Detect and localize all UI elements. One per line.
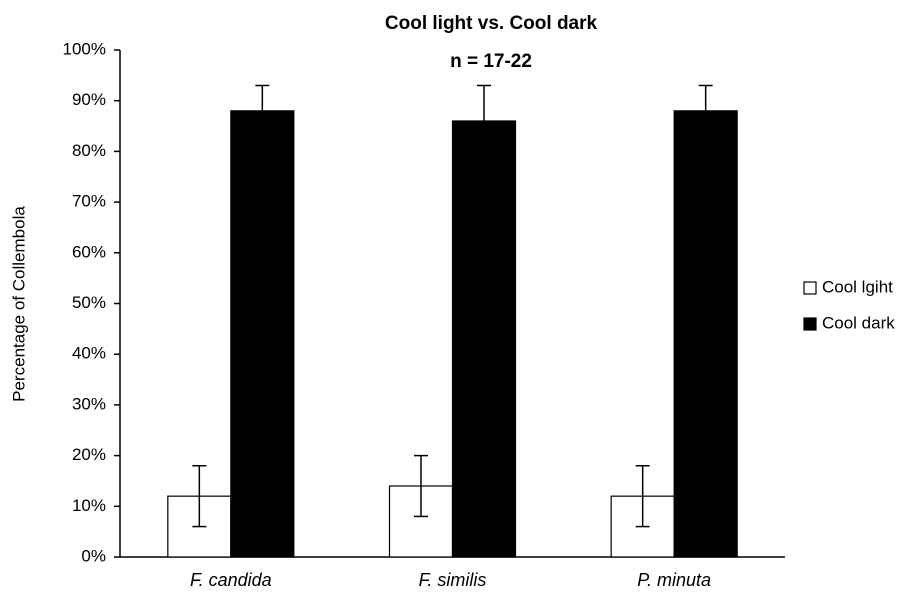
legend-label: Cool lgiht — [822, 277, 893, 296]
legend-swatch — [803, 317, 817, 331]
bar — [673, 110, 738, 558]
bar — [230, 110, 295, 558]
y-tick-label: 60% — [72, 242, 106, 261]
y-tick-label: 50% — [72, 293, 106, 312]
y-tick-label: 70% — [72, 192, 106, 211]
y-tick-label: 40% — [72, 344, 106, 363]
chart-subtitle: n = 17-22 — [450, 51, 532, 72]
legend-label: Cool dark — [822, 313, 895, 332]
legend-swatch — [803, 281, 817, 295]
y-tick-label: 30% — [72, 394, 106, 413]
x-tick-label: P. minuta — [637, 570, 711, 590]
x-tick-label: F. candida — [190, 570, 272, 590]
bar — [451, 120, 517, 558]
chart-title: Cool light vs. Cool dark — [385, 13, 598, 34]
y-tick-label: 10% — [72, 496, 106, 515]
y-tick-label: 90% — [72, 90, 106, 109]
y-tick-label: 0% — [81, 546, 106, 565]
x-tick-label: F. similis — [419, 570, 487, 590]
y-tick-label: 20% — [72, 445, 106, 464]
y-tick-label: 80% — [72, 141, 106, 160]
y-tick-label: 100% — [63, 39, 106, 58]
y-axis-label: Percentage of Collembola — [9, 206, 28, 402]
